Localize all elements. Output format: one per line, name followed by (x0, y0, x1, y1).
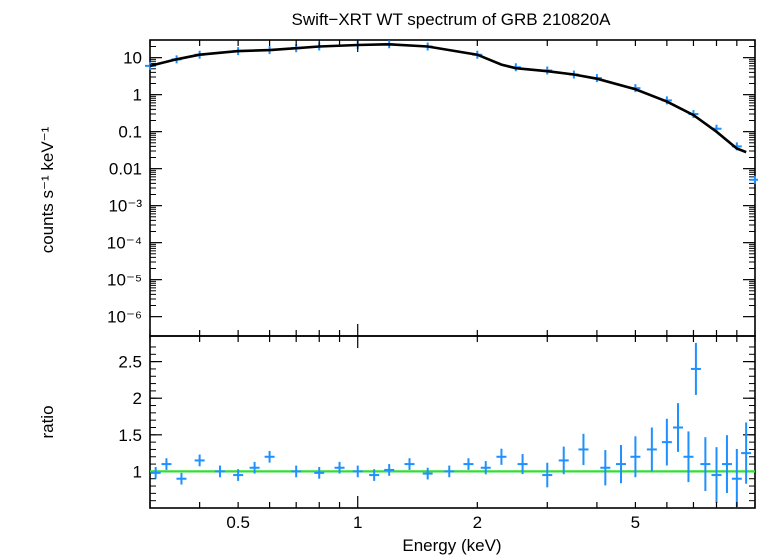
top-y-tick-label: 0.1 (118, 123, 142, 142)
top-y-tick-label: 10⁻⁴ (107, 234, 142, 253)
x-axis-label: Energy (keV) (402, 536, 501, 555)
top-y-tick-label: 10⁻⁵ (107, 271, 142, 290)
top-y-tick-label: 1 (133, 86, 142, 105)
chart-title: Swift−XRT WT spectrum of GRB 210820A (292, 10, 612, 29)
bottom-y-tick-label: 1 (133, 462, 142, 481)
top-y-axis-label: counts s⁻¹ keV⁻¹ (38, 126, 57, 253)
top-y-ticks: 10 1 0.1 0.01 10⁻³ 10⁻⁴ 10⁻⁵ 10⁻⁶ (107, 46, 755, 327)
top-panel-frame (149, 39, 756, 337)
top-y-tick-label: 10⁻⁶ (107, 308, 142, 327)
model-curve (149, 42, 747, 154)
bottom-panel: 2.5 2 1.5 1 (118, 335, 756, 509)
bottom-y-tick-label: 2.5 (118, 353, 142, 372)
top-y-tick-label: 10⁻³ (108, 197, 142, 216)
bottom-y-axis-label: ratio (38, 405, 57, 438)
top-series (145, 40, 758, 184)
x-tick-label: 1 (353, 513, 362, 532)
top-y-tick-label: 0.01 (109, 160, 142, 179)
bottom-y-tick-label: 2 (133, 389, 142, 408)
top-panel: 10 1 0.1 0.01 10⁻³ 10⁻⁴ 10⁻⁵ 10⁻⁶ (107, 39, 758, 337)
x-axis-ticks: 0.5 1 2 5 (149, 40, 756, 532)
bottom-y-tick-label: 1.5 (118, 426, 142, 445)
bottom-y-ticks: 2.5 2 1.5 1 (118, 346, 755, 502)
bottom-panel-frame (149, 335, 756, 509)
bottom-series (150, 342, 755, 508)
x-tick-label: 5 (631, 513, 640, 532)
x-tick-label: 2 (473, 513, 482, 532)
top-y-tick-label: 10 (123, 49, 142, 68)
x-tick-label: 0.5 (226, 513, 250, 532)
